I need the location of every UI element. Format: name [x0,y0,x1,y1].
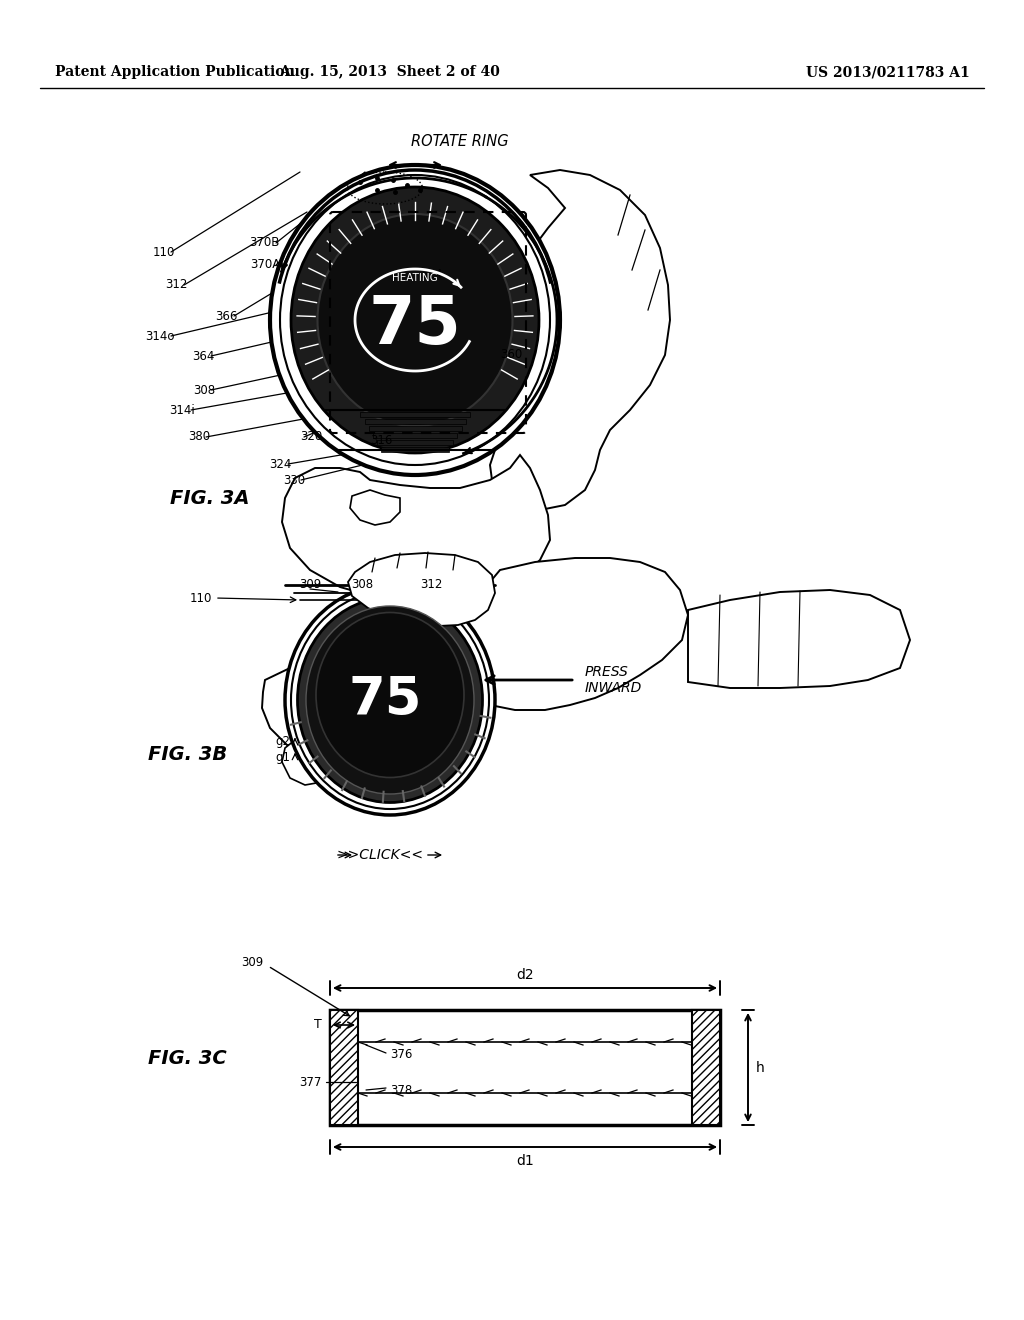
Text: 316: 316 [370,433,392,446]
Text: 312: 312 [166,279,188,292]
Text: 110: 110 [190,591,212,605]
Text: FIG. 3A: FIG. 3A [170,488,250,507]
Text: 370B: 370B [250,236,280,249]
Bar [381,447,449,451]
Text: 380: 380 [187,430,210,444]
Text: FIG. 3B: FIG. 3B [148,746,227,764]
Ellipse shape [270,165,560,475]
Ellipse shape [291,187,539,453]
Text: g1: g1 [275,751,290,764]
Text: 314i: 314i [169,404,195,417]
Text: 377: 377 [300,1076,322,1089]
Text: 314: 314 [420,268,442,281]
Polygon shape [262,657,485,768]
Text: 364: 364 [193,350,215,363]
Text: 330: 330 [283,474,305,487]
Text: 360: 360 [500,348,522,362]
Text: 366: 366 [216,309,238,322]
Text: Aug. 15, 2013  Sheet 2 of 40: Aug. 15, 2013 Sheet 2 of 40 [280,65,501,79]
Text: h: h [756,1060,765,1074]
Bar [373,433,457,438]
Text: 110: 110 [153,246,175,259]
Text: d2: d2 [516,968,534,982]
Text: Patent Application Publication: Patent Application Publication [55,65,295,79]
Text: 324: 324 [269,458,292,470]
Polygon shape [282,455,550,601]
Text: 370A: 370A [250,259,280,272]
Text: 75: 75 [348,675,422,726]
Text: 320: 320 [300,430,323,444]
Ellipse shape [285,585,495,814]
Polygon shape [348,553,495,626]
Ellipse shape [316,612,464,777]
Ellipse shape [317,214,512,426]
Ellipse shape [306,606,474,795]
Text: 308: 308 [351,578,373,590]
Text: FIG. 3C: FIG. 3C [148,1048,226,1068]
Text: d1: d1 [516,1154,534,1168]
Text: US 2013/0211783 A1: US 2013/0211783 A1 [806,65,970,79]
Text: >>CLICK<<: >>CLICK<< [337,847,424,862]
Polygon shape [688,590,910,688]
Text: PRESS
INWARD: PRESS INWARD [585,665,642,696]
Bar [692,1010,720,1125]
Ellipse shape [298,598,482,803]
Bar [330,1010,358,1125]
Text: T: T [314,1019,322,1031]
Text: HEATING: HEATING [392,273,438,282]
Text: 314o: 314o [145,330,175,342]
Bar [360,412,470,417]
Text: 376: 376 [390,1048,413,1061]
Polygon shape [282,738,330,785]
Polygon shape [449,558,688,710]
Text: g2: g2 [275,735,290,748]
Text: 308: 308 [193,384,215,396]
Polygon shape [490,170,670,510]
Bar [377,440,453,445]
Bar [365,418,466,424]
Text: 312: 312 [420,578,442,590]
Bar [330,1010,720,1125]
Bar [369,426,462,432]
Text: 309: 309 [241,956,263,969]
Text: 75: 75 [369,292,462,358]
Text: ROTATE RING: ROTATE RING [412,135,509,149]
Text: 378: 378 [390,1084,413,1097]
Polygon shape [350,490,400,525]
Text: 309: 309 [299,578,322,590]
